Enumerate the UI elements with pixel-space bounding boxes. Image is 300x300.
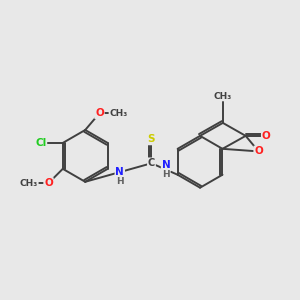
- Text: CH₃: CH₃: [110, 109, 128, 118]
- Text: O: O: [254, 146, 263, 156]
- Text: S: S: [148, 134, 155, 144]
- Text: N: N: [116, 167, 124, 177]
- Text: O: O: [95, 108, 104, 118]
- Text: H: H: [162, 170, 170, 179]
- Text: H: H: [116, 177, 124, 186]
- Text: O: O: [44, 178, 53, 188]
- Text: CH₃: CH₃: [214, 92, 232, 100]
- Text: CH₃: CH₃: [20, 178, 38, 188]
- Text: Cl: Cl: [35, 138, 46, 148]
- Text: C: C: [148, 158, 155, 168]
- Text: O: O: [262, 131, 271, 141]
- Text: N: N: [162, 160, 170, 170]
